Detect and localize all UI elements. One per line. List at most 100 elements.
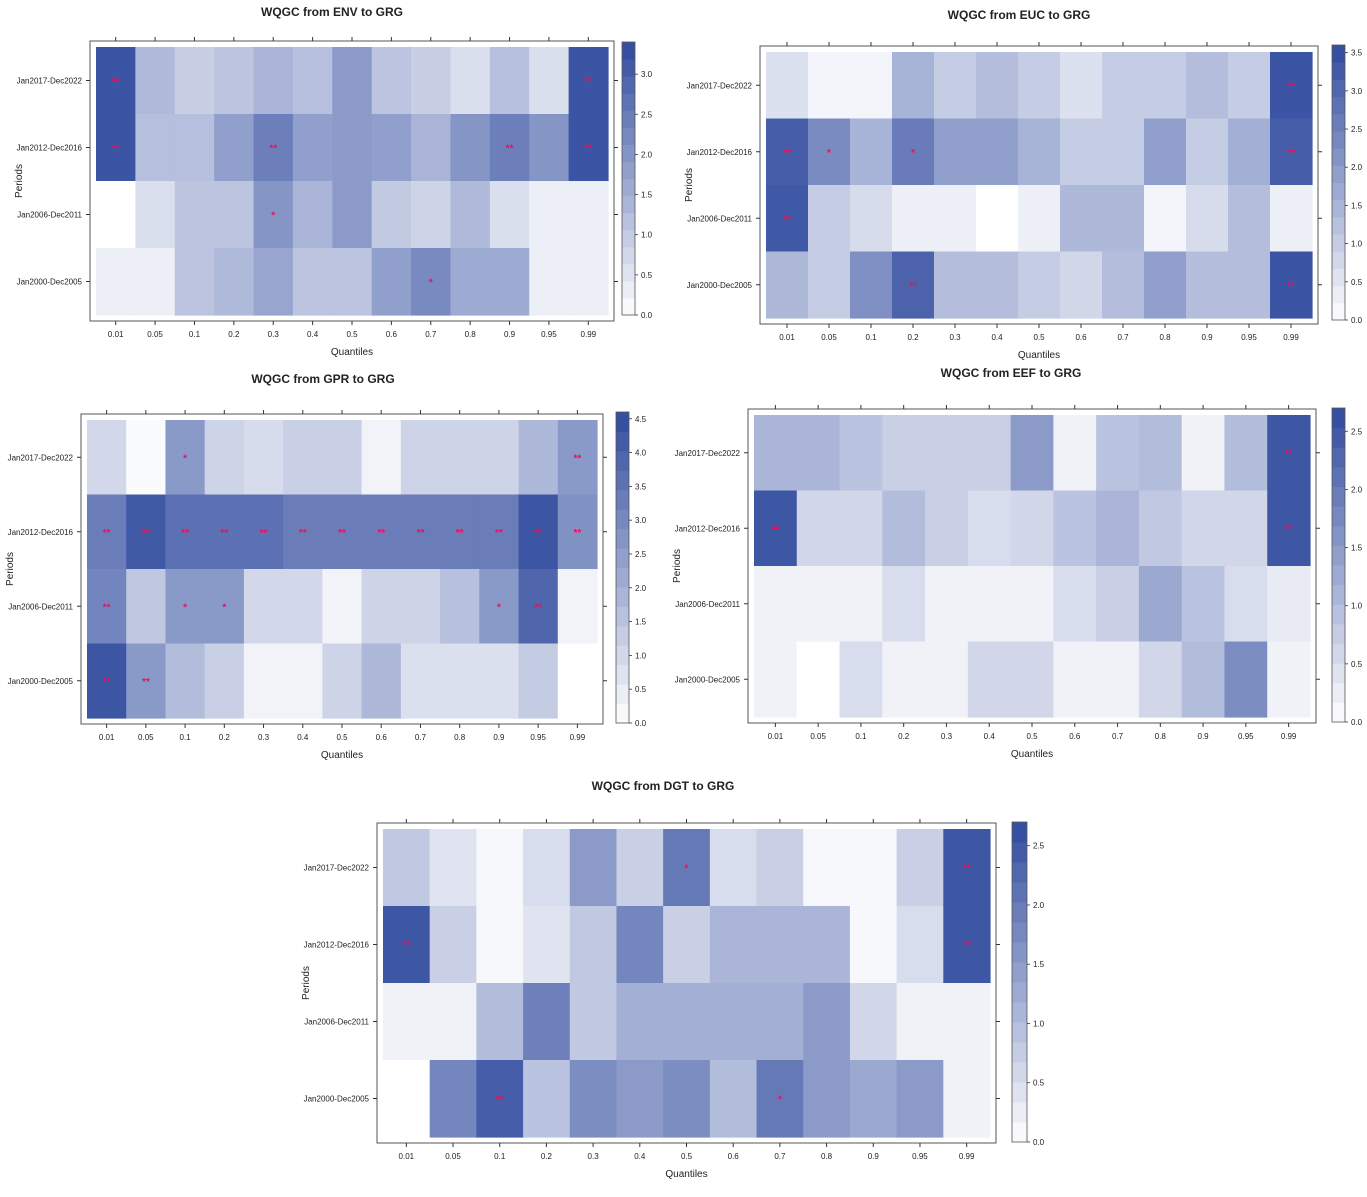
heatmap-cell [796, 566, 841, 643]
significance-marker: * [685, 864, 689, 875]
heatmap-cell [450, 248, 491, 316]
y-tick-label: Jan2012-Dec2016 [304, 941, 370, 950]
legend-swatch [1332, 199, 1345, 218]
significance-marker: ** [269, 144, 277, 155]
y-tick-label: Jan2017-Dec2022 [687, 81, 753, 90]
heatmap-cell [135, 248, 176, 316]
heatmap-cell [803, 1060, 851, 1138]
x-tick-label: 0.8 [465, 330, 477, 339]
heatmap-cell [1060, 52, 1103, 120]
heatmap-cell [450, 47, 491, 115]
heatmap-cell [1102, 118, 1145, 186]
heatmap-cell [283, 494, 323, 570]
x-tick-label: 0.1 [855, 732, 867, 741]
heatmap-cell [557, 494, 598, 570]
significance-marker: ** [103, 602, 111, 613]
legend-frame [1331, 44, 1346, 321]
heatmap-cell [411, 181, 452, 249]
heatmap-cell [440, 569, 480, 645]
chart-title: WQGC from EUC to GRG [948, 8, 1091, 22]
heatmap-cell [839, 641, 883, 718]
heatmap-cell [1010, 490, 1054, 567]
heatmap-cell [925, 566, 969, 643]
heatmap-cell [892, 52, 935, 120]
heatmap-cell [896, 906, 944, 984]
y-tick-label: Jan2012-Dec2016 [675, 524, 741, 533]
x-tick-label: 0.99 [1283, 333, 1299, 342]
heatmap-cell [292, 47, 333, 115]
heatmap-cell [204, 494, 245, 570]
legend-swatch [1332, 302, 1345, 321]
legend-swatch [1332, 148, 1345, 166]
significance-marker: ** [963, 941, 971, 952]
x-tick-label: 0.05 [138, 733, 154, 742]
x-tick-label: 0.9 [868, 1152, 880, 1161]
heatmap-cell [253, 114, 294, 182]
heatmap-cell [1096, 415, 1140, 492]
y-tick-label: Jan2006-Dec2011 [8, 602, 73, 611]
panel-eef: WQGC from EEF to GRG ** ** ** 0.01 0.05 0.1 0.2… [672, 366, 1363, 760]
heatmap-cell [411, 47, 452, 115]
heatmap-cell [1096, 641, 1140, 718]
y-tick-label: Jan2006-Dec2011 [17, 211, 82, 220]
x-tick-label: 0.5 [336, 733, 348, 742]
significance-marker: ** [573, 528, 581, 539]
heatmap-cell [1144, 52, 1187, 120]
heatmap-cell [976, 185, 1019, 253]
heatmap-cell [709, 906, 758, 984]
legend-swatch [1332, 447, 1345, 468]
heatmap-cell [896, 983, 944, 1061]
heatmap-cell [174, 181, 215, 249]
x-tick-label: 0.6 [376, 733, 388, 742]
panel-dgt: WQGC from DGT to GRG* **** **** *0.01 0.05 0.… [301, 779, 1045, 1180]
heatmap-cell [292, 114, 333, 182]
x-tick-label: 0.1 [865, 333, 877, 342]
heatmap-cell [411, 114, 452, 182]
heatmap-cell [1102, 185, 1145, 253]
heatmap-cell [479, 569, 520, 645]
heatmap-cell [709, 829, 758, 907]
heatmap-cell [96, 114, 136, 182]
legend-swatch [1332, 113, 1345, 132]
legend-swatch [616, 684, 629, 705]
legend-tick-label: 3.0 [635, 516, 647, 525]
legend-tick-label: 1.0 [1351, 602, 1363, 611]
heatmap-cell [756, 1060, 804, 1138]
heatmap-cell [754, 415, 798, 492]
heatmap-cell [529, 248, 570, 316]
legend-swatch [616, 664, 629, 685]
x-tick-label: 0.95 [541, 330, 557, 339]
legend-tick-label: 2.0 [641, 150, 653, 159]
legend-swatch [1332, 130, 1345, 149]
heatmap-cell [371, 181, 412, 249]
heatmap-cell [568, 181, 609, 249]
heatmap-cell [1228, 185, 1271, 253]
heatmap-cell [1224, 490, 1268, 567]
heatmap-cell [214, 114, 255, 182]
heatmap-cell [214, 47, 255, 115]
legend-swatch [1332, 623, 1345, 645]
significance-marker: ** [783, 148, 791, 159]
x-tick-label: 0.01 [99, 733, 115, 742]
heatmap-cell [896, 1060, 944, 1138]
legend-swatch [622, 161, 635, 179]
legend-swatch [616, 586, 629, 607]
heatmap-cell [529, 181, 570, 249]
heatmap-cell [754, 641, 798, 718]
significance-marker: ** [1287, 81, 1295, 92]
heatmap-cell [896, 829, 944, 907]
heatmap-cell [976, 118, 1019, 186]
significance-marker: ** [783, 214, 791, 225]
x-tick-label: 0.5 [681, 1152, 693, 1161]
heatmap-cell [943, 906, 991, 984]
heatmap-cell [850, 118, 893, 186]
heatmap-cell [663, 983, 711, 1061]
legend-frame [621, 41, 636, 316]
heatmap-cell [754, 490, 798, 567]
x-tick-label: 0.7 [774, 1152, 786, 1161]
heatmap-cell [1228, 52, 1271, 120]
y-tick-label: Jan2000-Dec2005 [304, 1095, 370, 1104]
y-tick-label: Jan2017-Dec2022 [675, 449, 741, 458]
legend-frame [1331, 407, 1346, 723]
y-axis-label: Periods [301, 966, 312, 1000]
